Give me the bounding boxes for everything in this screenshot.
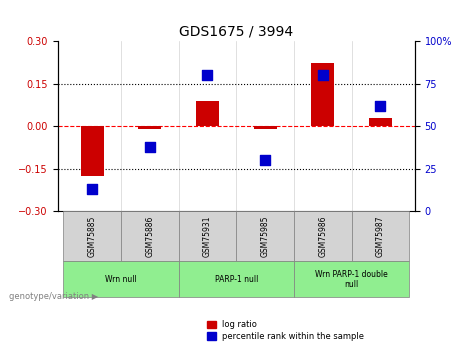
FancyBboxPatch shape	[294, 261, 409, 297]
Bar	[81, 126, 104, 176]
Text: GSM75987: GSM75987	[376, 216, 385, 257]
Point	[319, 73, 326, 78]
Point	[261, 158, 269, 163]
FancyBboxPatch shape	[236, 211, 294, 261]
Bar	[254, 126, 277, 129]
Bar	[369, 118, 392, 126]
FancyBboxPatch shape	[64, 261, 179, 297]
Point	[204, 73, 211, 78]
Text: PARP-1 null: PARP-1 null	[214, 275, 258, 284]
Text: GSM75885: GSM75885	[88, 216, 97, 257]
Bar	[196, 101, 219, 126]
Text: GSM75931: GSM75931	[203, 216, 212, 257]
FancyBboxPatch shape	[121, 211, 179, 261]
Text: GSM75985: GSM75985	[260, 216, 270, 257]
Bar	[311, 63, 334, 126]
Point	[89, 187, 96, 192]
Point	[377, 103, 384, 109]
Text: Wrn null: Wrn null	[105, 275, 137, 284]
Text: genotype/variation ▶: genotype/variation ▶	[9, 292, 99, 301]
FancyBboxPatch shape	[294, 211, 351, 261]
FancyBboxPatch shape	[64, 211, 121, 261]
Text: GSM75986: GSM75986	[318, 216, 327, 257]
Bar	[138, 126, 161, 129]
Title: GDS1675 / 3994: GDS1675 / 3994	[179, 25, 293, 39]
Text: Wrn PARP-1 double
null: Wrn PARP-1 double null	[315, 269, 388, 289]
Point	[146, 144, 154, 150]
FancyBboxPatch shape	[179, 211, 236, 261]
FancyBboxPatch shape	[351, 211, 409, 261]
Text: GSM75886: GSM75886	[145, 216, 154, 257]
Legend: log ratio, percentile rank within the sample: log ratio, percentile rank within the sa…	[207, 321, 364, 341]
FancyBboxPatch shape	[179, 261, 294, 297]
